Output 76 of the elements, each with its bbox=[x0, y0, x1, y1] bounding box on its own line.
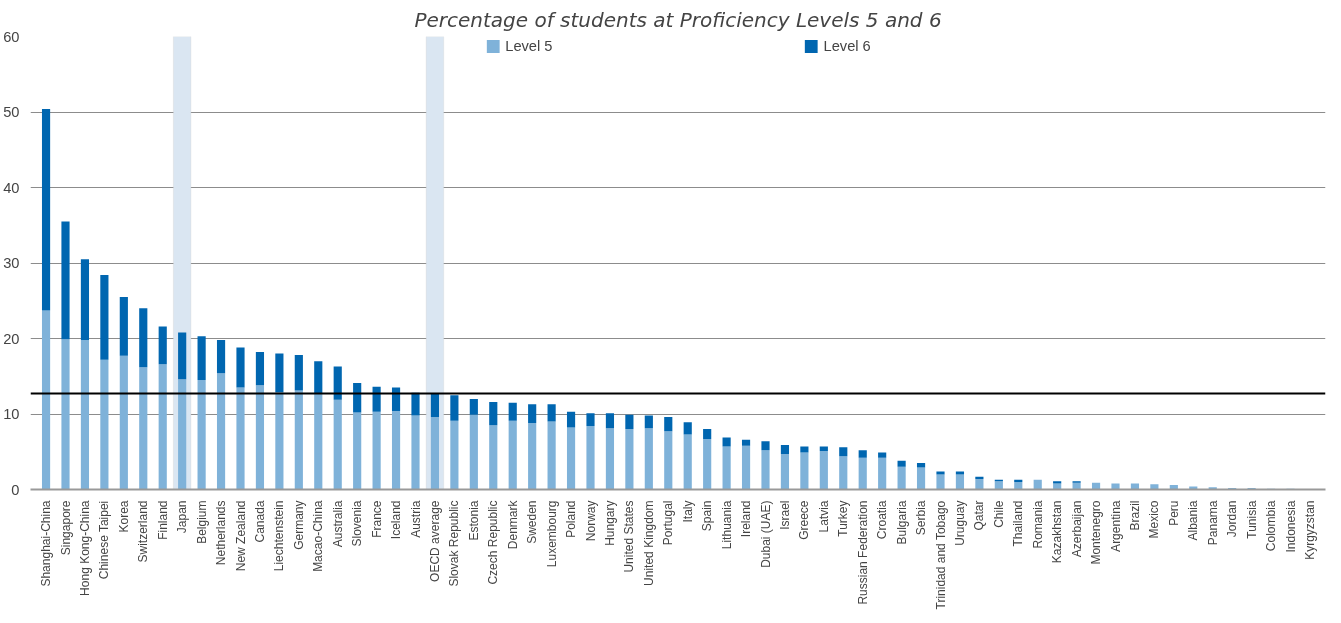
x-tick-label: Macao-China bbox=[311, 500, 326, 572]
x-tick-label: Finland bbox=[155, 500, 170, 540]
x-tick-label: Kazakhstan bbox=[1050, 500, 1065, 564]
x-tick-label: Portugal bbox=[661, 500, 676, 546]
x-tick-label: Trinidad and Tobago bbox=[933, 500, 948, 610]
x-tick-label: Turkey bbox=[836, 500, 851, 537]
x-tick-label: Qatar bbox=[972, 500, 987, 531]
x-tick-label: United Kingdom bbox=[641, 500, 656, 586]
x-tick-label: Greece bbox=[797, 500, 812, 540]
x-tick-label: OECD average bbox=[427, 500, 442, 582]
x-tick-label: Luxembourg bbox=[544, 500, 559, 568]
x-tick-label: Bulgaria bbox=[894, 500, 909, 545]
x-tick-label: Switzerland bbox=[136, 500, 151, 563]
x-tick-label: Norway bbox=[583, 500, 598, 542]
y-tick-label: 30 bbox=[3, 255, 20, 271]
x-tick-label: Liechtenstein bbox=[272, 500, 287, 572]
x-tick-label: Belgium bbox=[194, 500, 209, 544]
x-tick-label: Kyrgyzstan bbox=[1302, 500, 1317, 560]
x-tick-label: Hungary bbox=[602, 500, 617, 546]
x-tick-label: Argentina bbox=[1108, 500, 1123, 552]
x-tick-label: Indonesia bbox=[1283, 500, 1298, 553]
y-tick-label: 10 bbox=[3, 406, 20, 422]
x-tick-label: Latvia bbox=[816, 500, 831, 533]
x-tick-label: United States bbox=[622, 500, 637, 573]
x-tick-label: Germany bbox=[291, 500, 306, 550]
chart-title: Percentage of students at Proficiency Levels 5 and 6 bbox=[414, 7, 942, 32]
x-tick-label: Chile bbox=[991, 500, 1006, 528]
x-tick-label: Slovenia bbox=[350, 500, 365, 547]
x-tick-label: Estonia bbox=[466, 500, 481, 541]
x-tick-label: Hong Kong-China bbox=[77, 500, 92, 596]
x-tick-label: Slovak Republic bbox=[447, 500, 462, 587]
x-tick-label: Jordan bbox=[1225, 500, 1240, 538]
y-tick-label: 50 bbox=[3, 104, 20, 120]
x-tick-label: Chinese Taipei bbox=[97, 500, 112, 580]
x-tick-label: Romania bbox=[1030, 500, 1045, 549]
x-tick-label: Shanghai-China bbox=[39, 500, 54, 587]
x-tick-label: Peru bbox=[1166, 500, 1181, 526]
x-tick-label: Lithuania bbox=[719, 500, 734, 550]
x-tick-label: Korea bbox=[116, 500, 131, 533]
x-tick-label: Poland bbox=[564, 500, 579, 538]
x-tick-label: Australia bbox=[330, 500, 345, 548]
x-tick-label: Czech Republic bbox=[486, 500, 501, 585]
x-tick-label: Brazil bbox=[1127, 500, 1142, 531]
x-tick-label: Netherlands bbox=[214, 500, 229, 566]
x-tick-label: Austria bbox=[408, 500, 423, 538]
y-tick-label: 60 bbox=[3, 28, 20, 45]
x-tick-label: Tunisia bbox=[1244, 500, 1259, 539]
x-tick-label: Mexico bbox=[1147, 500, 1162, 539]
x-tick-label: France bbox=[369, 500, 384, 538]
x-tick-label: Albania bbox=[1186, 500, 1201, 541]
y-tick-label: 0 bbox=[11, 481, 20, 498]
x-tick-label: Spain bbox=[700, 500, 715, 532]
x-tick-label: Thailand bbox=[1011, 500, 1026, 547]
x-tick-label: Russian Federation bbox=[855, 500, 870, 605]
x-tick-label: Israel bbox=[777, 500, 792, 530]
x-tick-label: Sweden bbox=[525, 500, 540, 544]
x-tick-label: Panama bbox=[1205, 500, 1220, 546]
x-tick-label: New Zealand bbox=[233, 500, 248, 572]
y-tick-label: 40 bbox=[3, 179, 20, 196]
x-tick-label: Uruguay bbox=[952, 500, 967, 546]
legend-label: Level 5 bbox=[505, 38, 553, 54]
x-tick-label: Denmark bbox=[505, 499, 520, 550]
legend-label: Level 6 bbox=[823, 38, 871, 54]
x-tick-label: Azerbaijan bbox=[1069, 500, 1084, 558]
x-tick-label: Serbia bbox=[914, 500, 929, 536]
x-tick-label: Iceland bbox=[389, 500, 404, 540]
x-tick-label: Colombia bbox=[1264, 500, 1279, 552]
x-tick-label: Croatia bbox=[875, 500, 890, 540]
x-tick-label: Italy bbox=[680, 500, 695, 523]
x-tick-label: Dubai (UAE) bbox=[758, 500, 773, 568]
x-tick-label: Canada bbox=[252, 500, 267, 543]
x-tick-label: Montenegro bbox=[1089, 500, 1104, 565]
x-tick-label: Ireland bbox=[739, 500, 754, 538]
x-tick-label: Singapore bbox=[58, 500, 73, 556]
x-tick-label: Japan bbox=[175, 500, 190, 534]
y-tick-label: 20 bbox=[3, 330, 20, 347]
